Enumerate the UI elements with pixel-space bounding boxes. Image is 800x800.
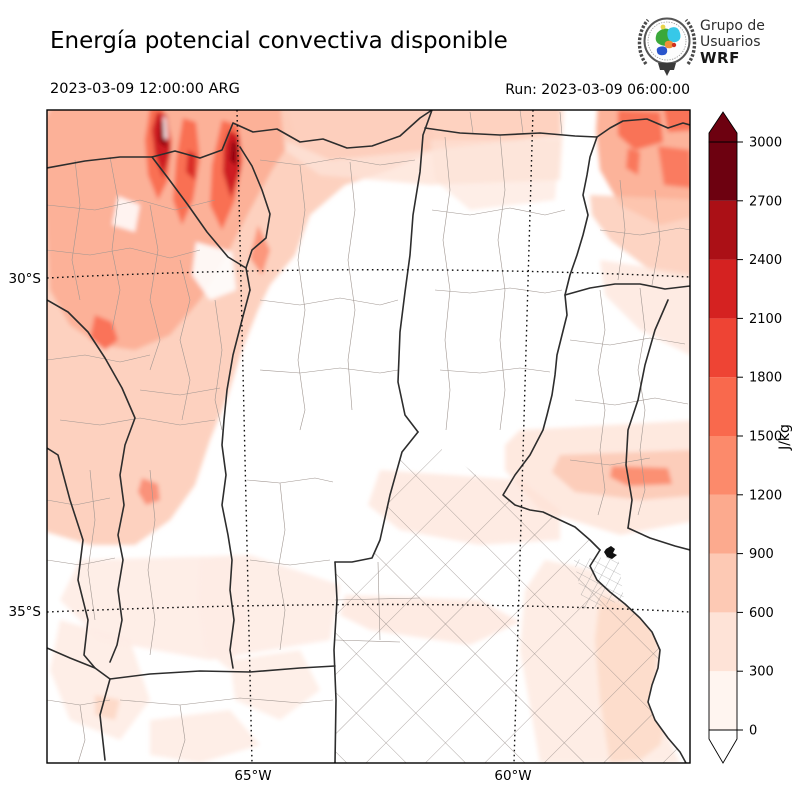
colorbar-tick-label: 0: [749, 724, 757, 739]
page-title: Energía potencial convectiva disponible: [50, 28, 508, 54]
logo-line-2: Usuarios: [700, 34, 761, 50]
colorbar-tick-label: 1500: [749, 430, 782, 445]
lon-tick-label-65w: 65°W: [234, 768, 271, 784]
colorbar-tick-label: 3000: [749, 136, 782, 151]
colorbar-tick-label: 2700: [749, 194, 782, 209]
colorbar-segment: [709, 318, 737, 378]
colorbar-tick-labels: 3000 2700 2400 2100 1800 1500 1200 900 6…: [749, 136, 782, 739]
wrf-logo-emblem-icon: [637, 17, 697, 76]
map-frame: [46, 109, 691, 764]
colorbar-tick-label: 2400: [749, 253, 782, 268]
colorbar-tick-label: 1800: [749, 371, 782, 386]
logo-line-1: Grupo de: [700, 18, 765, 34]
lat-tick-label-35s: 35°S: [9, 604, 42, 620]
run-time-label: Run: 2023-03-09 06:00:00: [505, 82, 690, 98]
colorbar-over-arrow: [708, 111, 738, 143]
colorbar-tick-label: 1200: [749, 488, 782, 503]
colorbar-segment: [709, 436, 737, 495]
buenos-aires-city-marker: [604, 546, 617, 559]
graticule-gridlines: [47, 110, 690, 763]
rio-de-la-plata-water: [590, 545, 690, 763]
colorbar-segment: [709, 377, 737, 436]
colorbar: 3000 2700 2400 2100 1800 1500 1200 900 6…: [708, 111, 793, 764]
valid-time-label: 2023-03-09 12:00:00 ARG: [50, 81, 240, 97]
colorbar-segment: [709, 612, 737, 672]
colorbar-tick-label: 600: [749, 606, 774, 621]
lon-tick-label-60w: 60°W: [494, 768, 531, 784]
colorbar-tick-marks: [737, 141, 743, 731]
colorbar-segment: [709, 142, 737, 201]
colorbar-segment: [709, 671, 737, 730]
colorbar-segment: [709, 200, 737, 260]
map-area: [47, 110, 690, 763]
colorbar-tick-label: 2100: [749, 312, 782, 327]
colorbar-unit-label: J/kg: [777, 424, 793, 451]
wrf-logo-text: Grupo de Usuarios WRF: [700, 18, 765, 66]
wrf-users-group-logo: Grupo de Usuarios WRF: [636, 8, 800, 80]
logo-line-3: WRF: [700, 49, 740, 67]
colorbar-tick-label: 300: [749, 665, 774, 680]
buenos-aires-city-cluster: [574, 556, 624, 610]
colorbar-segment: [709, 553, 737, 613]
province-boundaries: [47, 110, 690, 763]
colorbar-tick-label: 900: [749, 547, 774, 562]
colorbar-segment: [709, 494, 737, 554]
colorbar-under-arrow: [708, 729, 738, 764]
lat-tick-label-30s: 30°S: [9, 271, 42, 287]
colorbar-segment: [709, 259, 737, 319]
